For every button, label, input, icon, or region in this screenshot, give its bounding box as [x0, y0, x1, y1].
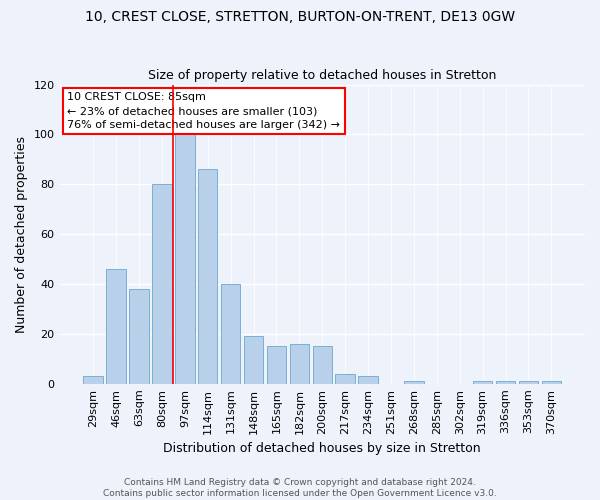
Bar — [221, 284, 241, 384]
Text: Contains HM Land Registry data © Crown copyright and database right 2024.
Contai: Contains HM Land Registry data © Crown c… — [103, 478, 497, 498]
Y-axis label: Number of detached properties: Number of detached properties — [15, 136, 28, 332]
Bar — [244, 336, 263, 384]
Text: 10 CREST CLOSE: 85sqm
← 23% of detached houses are smaller (103)
76% of semi-det: 10 CREST CLOSE: 85sqm ← 23% of detached … — [67, 92, 340, 130]
Bar — [152, 184, 172, 384]
Bar — [519, 382, 538, 384]
Bar — [473, 382, 493, 384]
Bar — [175, 134, 194, 384]
Bar — [290, 344, 309, 384]
Bar — [106, 269, 126, 384]
Bar — [496, 382, 515, 384]
Bar — [313, 346, 332, 384]
Bar — [267, 346, 286, 384]
Bar — [129, 289, 149, 384]
Title: Size of property relative to detached houses in Stretton: Size of property relative to detached ho… — [148, 69, 496, 82]
Bar — [358, 376, 378, 384]
Bar — [335, 374, 355, 384]
Bar — [404, 382, 424, 384]
Bar — [83, 376, 103, 384]
Text: 10, CREST CLOSE, STRETTON, BURTON-ON-TRENT, DE13 0GW: 10, CREST CLOSE, STRETTON, BURTON-ON-TRE… — [85, 10, 515, 24]
Bar — [542, 382, 561, 384]
Bar — [198, 170, 217, 384]
X-axis label: Distribution of detached houses by size in Stretton: Distribution of detached houses by size … — [163, 442, 481, 455]
